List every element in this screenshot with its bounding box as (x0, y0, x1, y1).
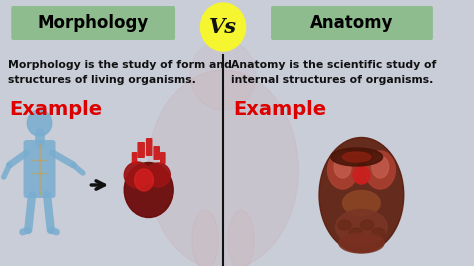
Ellipse shape (343, 190, 380, 215)
Circle shape (190, 40, 256, 110)
Ellipse shape (372, 156, 389, 178)
Ellipse shape (146, 163, 170, 187)
Text: Anatomy: Anatomy (310, 14, 394, 32)
FancyBboxPatch shape (132, 152, 137, 164)
Text: Vs: Vs (209, 17, 237, 37)
FancyBboxPatch shape (137, 142, 145, 158)
Text: Morphology: Morphology (37, 14, 149, 32)
Text: structures of living organisms.: structures of living organisms. (8, 75, 195, 85)
Ellipse shape (336, 210, 387, 244)
FancyBboxPatch shape (146, 138, 153, 156)
Ellipse shape (148, 70, 298, 266)
Ellipse shape (328, 151, 357, 189)
Ellipse shape (135, 169, 154, 191)
Circle shape (27, 110, 52, 136)
FancyBboxPatch shape (11, 6, 175, 40)
Ellipse shape (334, 156, 351, 178)
Text: Example: Example (233, 100, 327, 119)
FancyBboxPatch shape (154, 146, 160, 160)
Ellipse shape (343, 152, 371, 162)
Ellipse shape (192, 210, 219, 266)
Ellipse shape (338, 220, 351, 230)
Ellipse shape (339, 233, 384, 253)
Circle shape (201, 3, 246, 51)
Text: Anatomy is the scientific study of: Anatomy is the scientific study of (230, 60, 436, 70)
Ellipse shape (228, 210, 254, 266)
Text: Morphology is the study of form and: Morphology is the study of form and (8, 60, 231, 70)
FancyBboxPatch shape (271, 6, 433, 40)
Ellipse shape (372, 228, 385, 238)
Ellipse shape (353, 166, 370, 184)
Ellipse shape (319, 138, 404, 252)
Text: Example: Example (9, 100, 102, 119)
Ellipse shape (365, 151, 395, 189)
FancyBboxPatch shape (24, 140, 55, 198)
Ellipse shape (349, 228, 362, 238)
FancyBboxPatch shape (160, 152, 165, 164)
Ellipse shape (331, 148, 383, 166)
Ellipse shape (360, 220, 374, 230)
Ellipse shape (124, 162, 151, 188)
Ellipse shape (124, 163, 173, 218)
Text: internal structures of organisms.: internal structures of organisms. (230, 75, 433, 85)
